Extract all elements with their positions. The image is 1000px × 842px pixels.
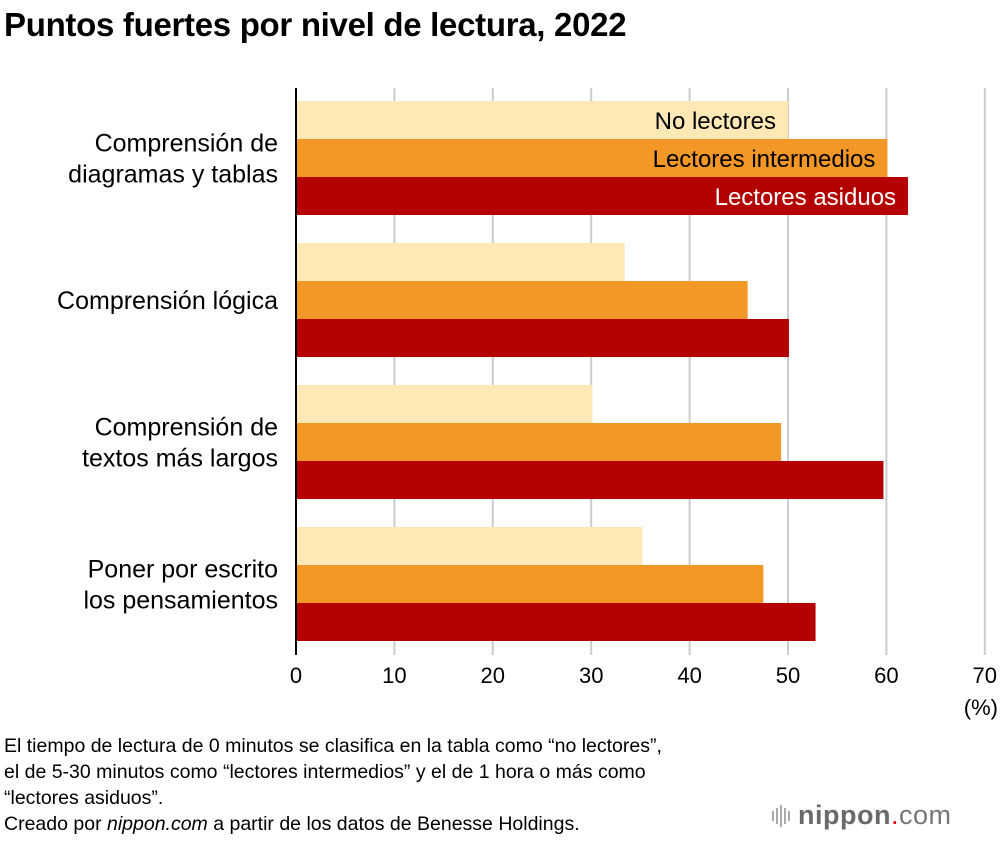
bar-1-0 (296, 139, 888, 177)
note-line-3: “lectores asiduos”. (4, 787, 164, 809)
bar-0-0 (296, 101, 788, 139)
category-label-3-0: Poner por escrito (88, 556, 278, 584)
x-tick-label-40: 40 (677, 663, 701, 688)
legend-label-2: Lectores asiduos (715, 184, 896, 211)
category-label-2-1: textos más largos (82, 445, 278, 473)
x-tick-labels: 0 10 20 30 40 50 60 70 (290, 663, 997, 688)
bar-0-2 (296, 385, 593, 423)
logo-sound-bars-icon (772, 804, 790, 827)
legend-label-1: Lectores intermedios (653, 146, 876, 173)
bar-1-1 (296, 281, 748, 319)
bar-1-3 (296, 565, 764, 603)
chart-title: Puntos fuertes por nivel de lectura, 202… (4, 6, 627, 43)
bar-0-3 (296, 527, 643, 565)
legend: No lectores Lectores intermedios Lectores … (653, 108, 896, 211)
category-label-1-0: Comprensión lógica (57, 287, 278, 315)
note-line-2: el de 5-30 minutos como “lectores interm… (4, 761, 646, 783)
x-tick-label-70: 70 (973, 663, 997, 688)
x-tick-label-30: 30 (579, 663, 603, 688)
bar-0-1 (296, 243, 625, 281)
legend-label-0: No lectores (655, 108, 776, 135)
bar-chart: No lectores Lectores intermedios Lectores … (57, 88, 998, 720)
bar-2-0 (296, 177, 909, 215)
x-tick-label-60: 60 (874, 663, 898, 688)
unit-label: (%) (964, 695, 998, 720)
bar-1-2 (296, 423, 782, 461)
category-label-0-1: diagramas y tablas (68, 161, 278, 189)
nippon-logo: nippon.com (772, 800, 952, 831)
x-tick-label-50: 50 (776, 663, 800, 688)
footer-note: El tiempo de lectura de 0 minutos se cla… (4, 733, 864, 837)
x-tick-label-0: 0 (290, 663, 302, 688)
bar-2-1 (296, 319, 789, 357)
category-label-0-0: Comprensión de (95, 130, 278, 158)
bars (296, 101, 909, 641)
category-label-3-1: los pensamientos (83, 587, 278, 615)
x-tick-label-10: 10 (382, 663, 406, 688)
credit-line: Creado por nippon.com a partir de los da… (4, 813, 580, 835)
category-label-2-0: Comprensión de (95, 414, 278, 442)
bar-2-3 (296, 603, 816, 641)
bar-2-2 (296, 461, 884, 499)
category-labels: Comprensión de diagramas y tablas Comprens… (57, 130, 278, 615)
credit-source: nippon.com (106, 813, 208, 835)
x-tick-label-20: 20 (481, 663, 505, 688)
note-line-1: El tiempo de lectura de 0 minutos se cla… (4, 735, 662, 757)
